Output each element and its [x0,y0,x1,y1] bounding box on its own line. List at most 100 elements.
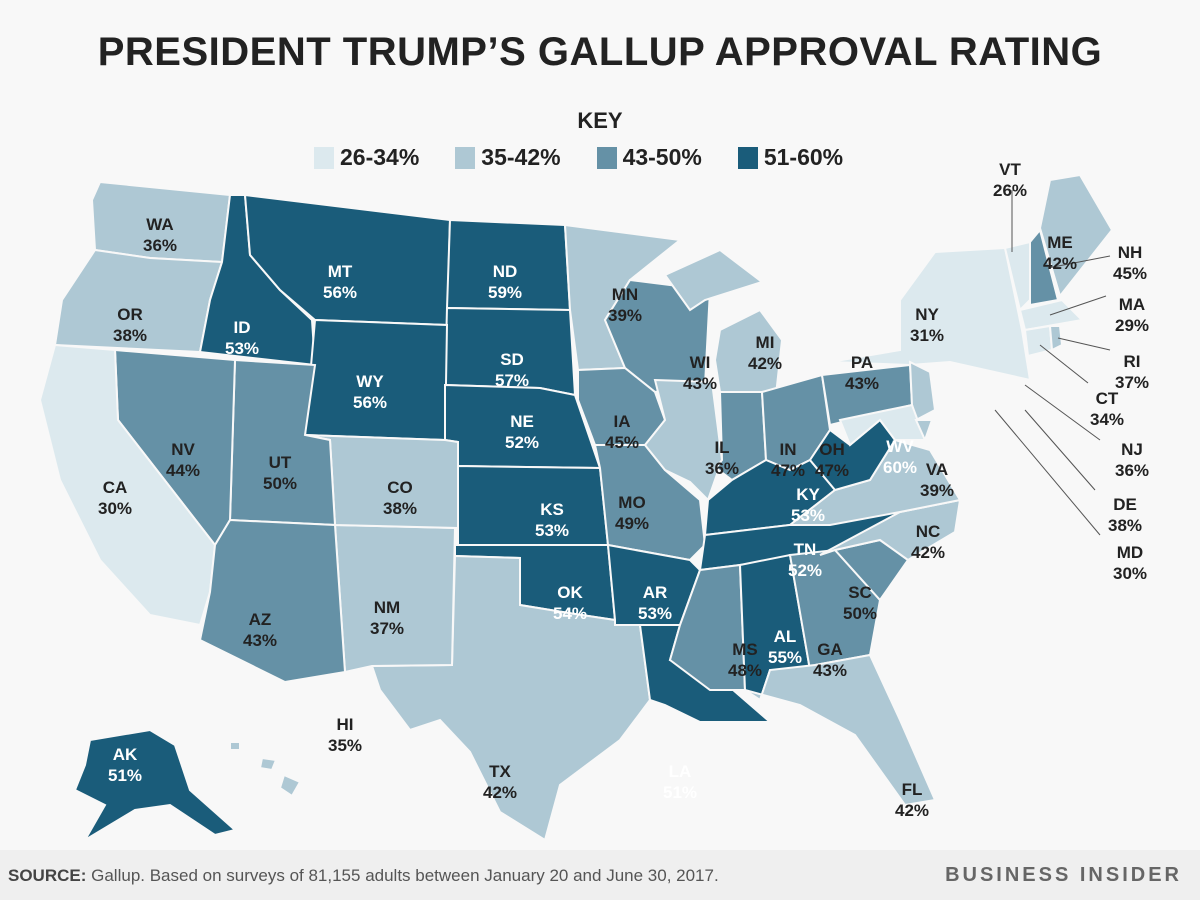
state-value-la: 51% [663,783,697,802]
state-value-sc: 50% [843,604,877,623]
state-value-az: 43% [243,631,277,650]
state-value-ga: 43% [813,661,847,680]
brand-logo: BUSINESS INSIDER [945,864,1182,886]
state-value-ne: 52% [505,433,539,452]
legend-swatch [737,146,758,169]
state-label-ct: CT [1096,389,1119,408]
state-hi [258,756,278,772]
legend-title: KEY [577,108,623,133]
state-label-ia: IA [614,412,631,431]
state-value-nj: 36% [1115,461,1149,480]
state-value-hi: 35% [328,736,362,755]
state-label-ut: UT [269,453,292,472]
state-value-ut: 50% [263,474,297,493]
state-mi [663,248,765,312]
state-label-ri: RI [1124,352,1141,371]
state-label-mo: MO [618,493,645,512]
state-value-fl: 42% [895,801,929,820]
legend-swatch [314,146,334,169]
state-value-ny: 31% [910,326,944,345]
state-label-tn: TN [794,540,817,559]
state-label-de: DE [1113,495,1137,514]
source-text: Gallup. Based on surveys of 81,155 adult… [86,866,719,885]
state-label-va: VA [926,460,948,479]
state-label-ne: NE [510,412,534,431]
legend-label: 26-34% [340,144,420,170]
state-label-sc: SC [848,583,872,602]
state-md [838,403,927,447]
state-value-nv: 44% [166,461,200,480]
state-ri [1048,325,1064,352]
state-value-ct: 34% [1090,410,1124,429]
state-value-md: 30% [1113,564,1147,583]
state-label-or: OR [117,305,143,324]
state-value-vt: 26% [993,181,1027,200]
state-label-nd: ND [493,262,518,281]
state-label-me: ME [1047,233,1073,252]
state-value-wv: 60% [883,458,917,477]
state-label-la: LA [669,762,692,781]
state-label-ok: OK [557,583,583,602]
legend-label: 43-50% [622,144,702,170]
state-value-nh: 45% [1113,264,1147,283]
state-value-co: 38% [383,499,417,518]
state-label-ks: KS [540,500,564,519]
legend-item: 43-50% [596,144,702,171]
state-nj [908,360,937,422]
legend-item: 35-42% [455,144,561,171]
state-value-ma: 29% [1115,316,1149,335]
state-value-tn: 52% [788,561,822,580]
state-value-ks: 53% [535,521,569,540]
state-label-ma: MA [1119,295,1145,314]
state-label-md: MD [1117,543,1143,562]
state-label-mt: MT [328,262,353,281]
state-label-ny: NY [915,305,939,324]
legend-swatch [455,146,476,169]
leader-line-de [1024,409,1096,491]
state-de [914,419,934,443]
state-label-wy: WY [356,372,384,391]
state-ak [73,728,238,843]
state-value-va: 39% [920,481,954,500]
state-value-ca: 30% [98,499,132,518]
state-value-sd: 57% [495,371,529,390]
map-title: PRESIDENT TRUMP’S GALLUP APPROVAL RATING [97,30,1103,74]
source-note: SOURCE: Gallup. Based on surveys of 81,1… [8,866,719,886]
state-value-mi: 42% [748,354,782,373]
state-label-nc: NC [916,522,941,541]
state-value-ia: 45% [605,433,639,452]
state-hi [278,773,302,798]
state-tx [370,554,652,842]
state-label-oh: OH [819,440,845,459]
state-az [198,518,347,684]
legend-item: 51-60% [737,144,843,171]
state-ca [38,343,217,627]
state-value-mt: 56% [323,283,357,302]
state-label-az: AZ [249,610,272,629]
state-label-al: AL [774,627,797,646]
state-label-mn: MN [612,285,638,304]
leader-line-ma [1049,295,1107,316]
state-value-mn: 39% [608,306,642,325]
state-value-pa: 43% [845,374,879,393]
state-value-al: 55% [768,648,802,667]
state-label-nm: NM [374,598,400,617]
footer: SOURCE: Gallup. Based on surveys of 81,1… [0,850,1200,900]
state-value-il: 36% [705,459,739,478]
state-label-ky: KY [796,485,820,504]
state-label-ca: CA [103,478,128,497]
state-label-mi: MI [756,333,775,352]
state-value-ms: 48% [728,661,762,680]
state-value-ky: 53% [791,506,825,525]
leader-line-nj [1024,384,1101,441]
state-label-nh: NH [1118,243,1143,262]
state-label-ar: AR [643,583,668,602]
state-value-tx: 42% [483,783,517,802]
state-value-ak: 51% [108,766,142,785]
leader-line-md [994,409,1101,536]
state-label-id: ID [234,318,251,337]
state-label-wi: WI [690,353,711,372]
state-value-ar: 53% [638,604,672,623]
legend-item: 26-34% [314,144,419,171]
state-label-nv: NV [171,440,195,459]
